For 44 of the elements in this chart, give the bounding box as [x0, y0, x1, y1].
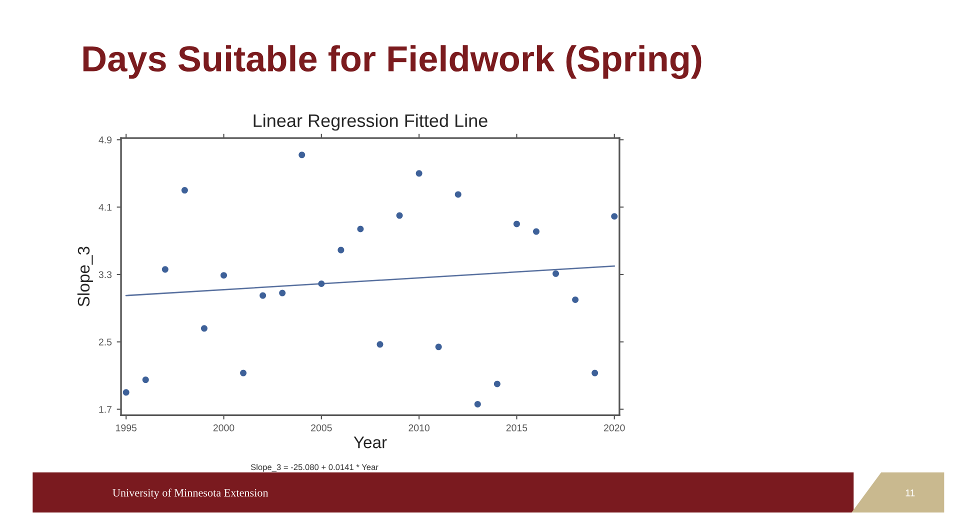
point — [260, 292, 266, 299]
text: Slope_3 = -25.080 + 0.0141 * Year — [250, 464, 378, 472]
point — [376, 341, 384, 348]
point — [318, 280, 325, 288]
point — [142, 376, 149, 384]
point — [513, 220, 520, 228]
text: 11 — [906, 490, 915, 496]
x-tick-label: 2005 — [311, 424, 332, 432]
point — [552, 270, 560, 277]
point — [454, 191, 462, 198]
point — [240, 370, 247, 376]
point — [532, 228, 540, 235]
point — [611, 213, 618, 220]
point — [357, 226, 364, 232]
point — [494, 380, 500, 388]
point — [396, 212, 403, 219]
point — [298, 152, 306, 158]
chart-subtitle: Linear Regression Fitted Line — [254, 114, 488, 131]
point — [200, 325, 208, 332]
x-axis-title: Year — [354, 436, 387, 448]
y-tick-label: 3.3 — [98, 271, 112, 278]
point — [338, 246, 344, 254]
point — [279, 290, 286, 296]
point — [122, 389, 130, 396]
point — [416, 170, 422, 177]
y-tick-label: 2.5 — [98, 338, 112, 346]
point — [435, 344, 442, 350]
y-tick-label: 4.1 — [98, 204, 112, 211]
chart-title: Days Suitable for Fieldwork (Spring) — [83, 45, 702, 79]
x-tick-label: 2015 — [506, 424, 528, 432]
point — [572, 296, 579, 304]
y-tick-label: 1.7 — [99, 406, 112, 413]
x-tick-label: 2010 — [408, 424, 430, 432]
y-tick-label: 4.9 — [98, 136, 112, 144]
point — [220, 272, 228, 279]
x-tick-label: 2020 — [604, 424, 625, 432]
x-tick-label: 2000 — [213, 424, 234, 432]
point — [162, 266, 168, 273]
y-axis-title: Slope_3 — [77, 246, 93, 306]
text: University of Minnesota Extension — [112, 488, 268, 499]
x-tick-label: 1995 — [116, 424, 137, 432]
point — [592, 370, 598, 376]
point — [181, 187, 188, 194]
point — [474, 400, 481, 408]
